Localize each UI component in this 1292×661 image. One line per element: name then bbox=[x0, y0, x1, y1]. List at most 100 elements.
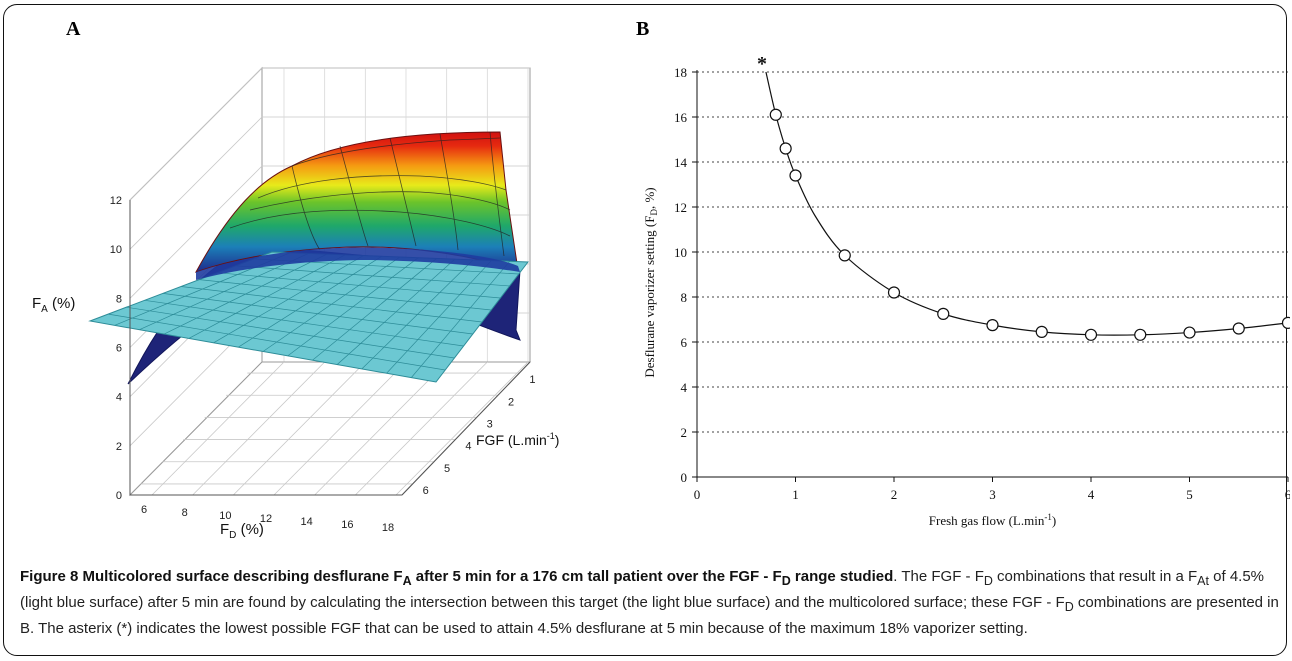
data-point bbox=[887, 286, 901, 299]
y-tick-label: 16 bbox=[674, 110, 688, 125]
surface-mesh-line bbox=[339, 145, 369, 247]
y-tick-label: 1 bbox=[529, 374, 535, 386]
plane-gridline bbox=[411, 261, 510, 378]
plane-gridline bbox=[361, 259, 474, 370]
y-tick-label: 14 bbox=[674, 155, 688, 170]
surface-mesh-line bbox=[291, 165, 321, 251]
floor-gridline-x bbox=[314, 361, 447, 496]
surface-mesh-line bbox=[291, 137, 501, 167]
floor-gridline-x bbox=[273, 361, 407, 496]
x-tick-label: 1 bbox=[792, 487, 799, 502]
data-point bbox=[1035, 325, 1048, 338]
floor-grid bbox=[140, 361, 529, 496]
surface-front-edge bbox=[196, 247, 520, 280]
series-markers bbox=[769, 108, 1290, 341]
y-tick-label: 6 bbox=[681, 335, 688, 350]
axes bbox=[696, 70, 1288, 478]
surface-mesh-line bbox=[389, 137, 417, 247]
data-point bbox=[789, 169, 802, 182]
data-point bbox=[1232, 322, 1245, 335]
surface-mesh-line bbox=[249, 191, 511, 211]
wall-gridline-left bbox=[129, 116, 263, 250]
z-tick-label: 2 bbox=[116, 441, 122, 453]
y-axis-title: Desflurane vaporizer setting (FD, %) bbox=[642, 187, 659, 377]
surface-mesh-line bbox=[489, 131, 505, 257]
plane-gridline bbox=[139, 253, 309, 331]
z-tick-label: 12 bbox=[110, 195, 122, 207]
panel-b-label: B bbox=[636, 18, 650, 40]
series-line bbox=[765, 71, 1289, 336]
target-plane-grid bbox=[108, 252, 519, 378]
data-point bbox=[769, 108, 782, 121]
x-axis-tick-labels: 0 1 2 3 4 5 6 bbox=[694, 477, 1290, 502]
z-axis-ticks: 0 2 4 6 8 10 12 bbox=[110, 195, 122, 502]
multicolored-surface bbox=[194, 131, 519, 273]
surface-mesh-line bbox=[257, 175, 507, 199]
z-tick-label: 0 bbox=[116, 490, 122, 502]
x-tick-label: 3 bbox=[989, 487, 996, 502]
plane-gridline bbox=[262, 256, 401, 352]
y-axis-ticks: 1 2 3 4 5 6 bbox=[423, 374, 536, 497]
y-tick-label: 2 bbox=[508, 396, 514, 408]
floor-gridline-x bbox=[192, 361, 325, 496]
x-tick-label: 0 bbox=[694, 487, 701, 502]
x-tick-label: 14 bbox=[301, 516, 313, 528]
x-tick-label: 2 bbox=[891, 487, 898, 502]
y-tick-label: 2 bbox=[681, 425, 688, 440]
figure-caption: Figure 8 Multicolored surface describing… bbox=[20, 566, 1280, 639]
x-tick-label: 6 bbox=[1285, 487, 1290, 502]
surface-mesh-line bbox=[229, 209, 511, 237]
data-point bbox=[986, 319, 999, 332]
y-axis-tick-labels: 0 2 4 6 8 10 12 14 16 18 bbox=[674, 65, 697, 485]
x-tick-label: 16 bbox=[341, 519, 353, 531]
z-tick-label: 10 bbox=[110, 244, 122, 256]
y-tick-label: 3 bbox=[487, 418, 493, 430]
x-tick-label: 8 bbox=[182, 507, 188, 519]
y-tick-label: 5 bbox=[444, 463, 450, 475]
floor-gridline-x bbox=[395, 361, 529, 496]
plane-gridline bbox=[287, 257, 419, 357]
y-axis-title: FGF (L.min-1) bbox=[476, 431, 559, 448]
data-point bbox=[838, 249, 851, 262]
data-point bbox=[937, 307, 950, 320]
x-tick-label: 18 bbox=[382, 522, 394, 534]
caption-title: Figure 8 Multicolored surface describing… bbox=[20, 568, 894, 588]
y-tick-label: 10 bbox=[674, 245, 687, 260]
x-tick-label: 12 bbox=[260, 513, 272, 525]
data-point bbox=[779, 142, 792, 155]
x-tick-label: 10 bbox=[219, 510, 231, 522]
x-tick-label: 6 bbox=[141, 504, 147, 516]
x-tick-label: 4 bbox=[1088, 487, 1095, 502]
floor-gridline-x bbox=[355, 361, 488, 496]
caption-body: . The FGF - FD combinations that result … bbox=[20, 568, 1279, 637]
z-tick-label: 4 bbox=[116, 392, 122, 404]
asterisk-annotation: * bbox=[757, 53, 767, 75]
surface-mesh-line bbox=[439, 133, 459, 251]
x-axis-title: FD (%) bbox=[220, 521, 264, 541]
data-point bbox=[1084, 328, 1098, 341]
plane-gridline bbox=[336, 258, 456, 365]
y-tick-label: 4 bbox=[681, 380, 688, 395]
plane-gridline bbox=[213, 255, 364, 344]
plane-gridline bbox=[386, 260, 492, 374]
x-axis-ticks: 6 8 10 12 14 16 18 bbox=[141, 504, 394, 534]
z-tick-label: 8 bbox=[116, 293, 122, 305]
y-axis-line bbox=[401, 361, 531, 496]
plane-gridline bbox=[312, 258, 437, 361]
x-axis-title: Fresh gas flow (L.min-1) bbox=[929, 512, 1056, 528]
y-tick-label: 6 bbox=[423, 485, 429, 497]
y-tick-label: 12 bbox=[674, 200, 687, 215]
z-tick-label: 6 bbox=[116, 343, 122, 355]
data-point bbox=[1134, 328, 1147, 341]
z-axis-title: FA (%) bbox=[32, 295, 75, 315]
plane-gridline bbox=[163, 253, 328, 335]
y-tick-label: 0 bbox=[681, 470, 688, 485]
floor-gridline-x bbox=[151, 361, 285, 496]
wall-gridline-left bbox=[129, 165, 263, 299]
plane-gridline bbox=[188, 254, 346, 339]
floor-gridline-x bbox=[233, 361, 366, 496]
wall-gridline-left bbox=[129, 67, 263, 201]
plane-gridline bbox=[238, 255, 382, 348]
